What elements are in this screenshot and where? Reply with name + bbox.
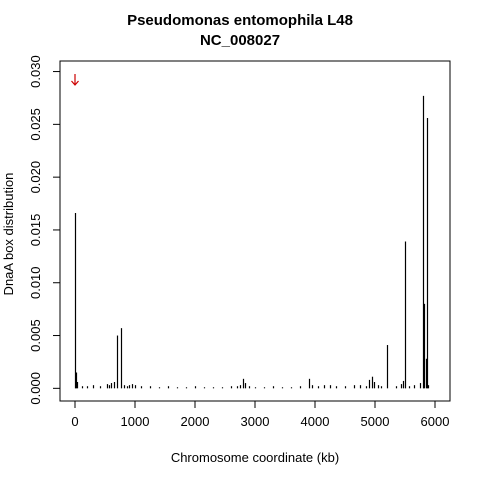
chart-subtitle: NC_008027 — [199, 32, 281, 49]
y-tick-label: 0.030 — [28, 55, 43, 88]
x-tick-label: 0 — [71, 414, 78, 429]
x-tick-label: 3000 — [241, 414, 270, 429]
y-tick-label: 0.005 — [28, 319, 43, 352]
x-tick-label: 4000 — [301, 414, 330, 429]
arrow-head — [71, 80, 79, 86]
y-tick-label: 0.025 — [28, 108, 43, 141]
plot-frame — [59, 60, 451, 402]
y-tick-label: 0.015 — [28, 214, 43, 247]
origin-arrow-marker — [71, 74, 79, 86]
y-tick-label: 0.010 — [28, 266, 43, 299]
x-tick-label: 5000 — [361, 414, 390, 429]
x-tick-label: 6000 — [421, 414, 450, 429]
x-tick-label: 1000 — [121, 414, 150, 429]
y-axis-label: DnaA box distribution — [1, 172, 16, 296]
y-tick-label: 0.000 — [28, 372, 43, 405]
y-tick-label: 0.020 — [28, 161, 43, 194]
bars — [74, 95, 430, 389]
x-axis: 0 1000 2000 3000 4000 5000 6000 — [71, 400, 450, 429]
x-tick-label: 2000 — [181, 414, 210, 429]
chart-title: Pseudomonas entomophila L48 — [127, 12, 353, 29]
y-axis: 0.000 0.005 0.010 0.015 0.020 0.025 0.030 — [28, 55, 61, 405]
x-axis-label: Chromosome coordinate (kb) — [170, 450, 340, 465]
